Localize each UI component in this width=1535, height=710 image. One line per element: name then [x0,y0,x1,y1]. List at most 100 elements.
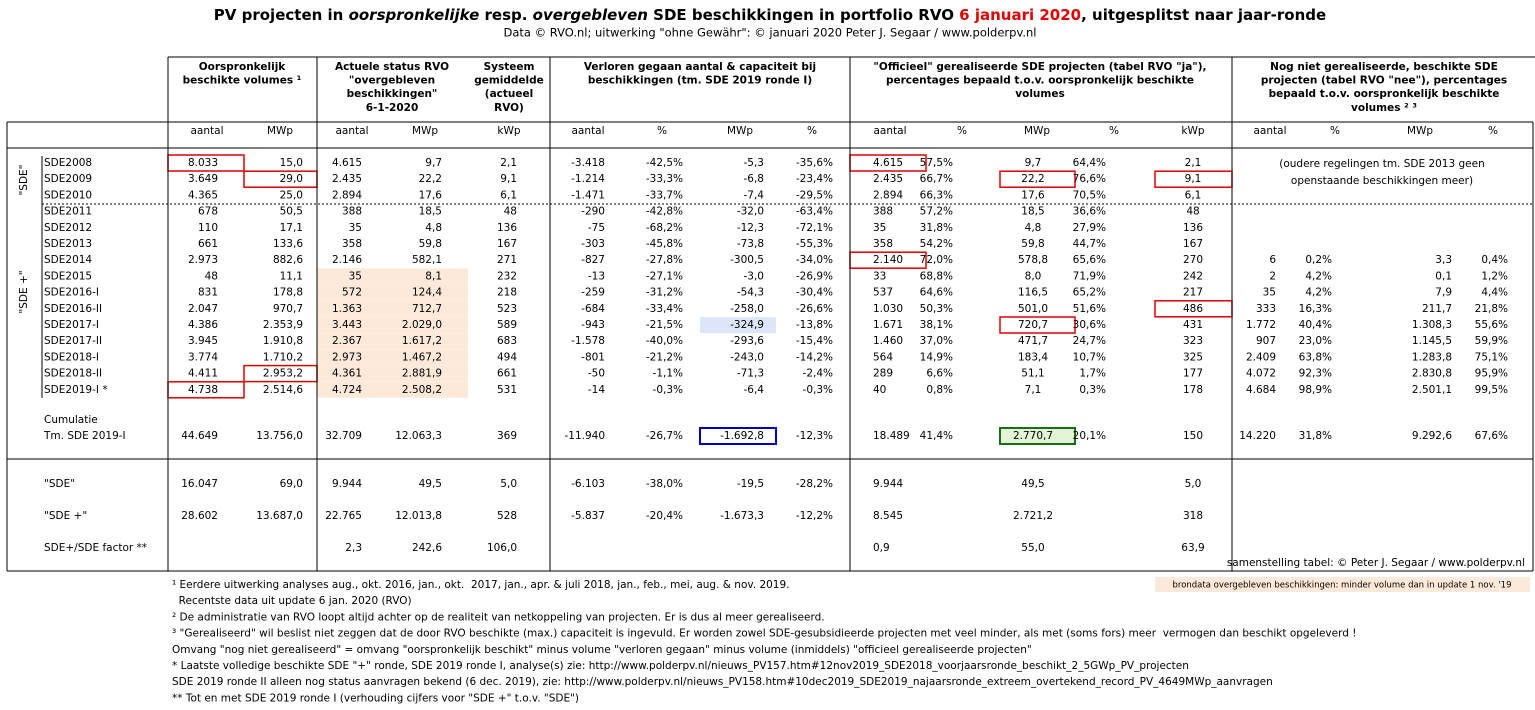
cell-text: 16.047 [181,478,218,490]
cell-text: 4,8 [1025,222,1042,234]
cell-text: 136 [497,222,517,234]
cell-text: 2,3 [345,542,362,554]
cell-text: 1.145,5 [1412,335,1452,347]
cell-text: 40,4% [1299,319,1332,331]
footnote: * Laatste volledige beschikte SDE "+" ro… [172,660,1189,672]
cell-text: 99,5% [1475,384,1508,396]
cell-highlight [392,300,468,317]
cell-text: 7,9 [1435,287,1452,299]
cell-text: -40,0% [646,335,683,347]
group-header: RVO) [494,102,524,114]
group-header: beschikkingen" [347,88,438,100]
cell-text: 67,6% [1475,430,1508,442]
row-label: Cumulatie [44,414,98,426]
cell-text: 95,9% [1475,368,1508,380]
title-part: overgebleven [533,6,648,24]
cell-text: 270 [1183,254,1203,266]
source-note-box [1155,577,1530,592]
cell-text: 369 [497,430,517,442]
cell-text: -63,4% [796,206,833,218]
cell-text: 50,3% [920,303,953,315]
cell-text: -54,3 [737,287,764,299]
cell-text: 2.508,2 [402,384,442,396]
footnote: SDE 2019 ronde II alleen nog status aanv… [172,676,1273,688]
cell-text: -6,8 [744,173,765,185]
group-header: Oorspronkelijk [199,61,287,73]
cell-text: -11.940 [564,430,605,442]
cell-text: 18.489 [873,430,910,442]
cell-highlight [392,268,468,285]
cell-text: 578,8 [1018,254,1048,266]
cell-text: 1.710,2 [263,351,303,363]
cell-text: 48 [1186,206,1199,218]
cell-text: 16,3% [1299,303,1332,315]
cell-highlight [392,381,468,398]
cell-highlight [317,381,392,398]
cell-text: -14 [588,384,605,396]
cell-text: 2.409 [1246,351,1276,363]
cell-text: 8,1 [425,270,442,282]
cell-text: 133,6 [273,238,303,250]
cell-text: 17,6 [1021,189,1045,201]
cell-text: 9,7 [425,157,442,169]
group-header: volumes ² ³ [1351,102,1417,114]
cell-text: 59,9% [1475,335,1508,347]
cell-text: -259 [581,287,605,299]
cell-text: 0,9 [873,542,890,554]
cell-text: 572 [342,287,362,299]
cell-text: 3.945 [188,335,218,347]
cell-text: 831 [198,287,218,299]
cell-text: 970,7 [273,303,303,315]
cell-text: -684 [581,303,605,315]
cell-text: 183,4 [1018,351,1048,363]
cell-text: 50,5 [280,206,303,218]
cell-text: 1.283,8 [1412,351,1452,363]
cell-text: -26,7% [646,430,683,442]
cell-text: 8.545 [873,510,903,522]
column-header: aantal [1254,125,1287,137]
cell-text: 2.047 [188,303,218,315]
cell-text: -7,4 [744,189,765,201]
cell-highlight [392,365,468,382]
cell-text: 2.501,1 [1412,384,1452,396]
cell-text: -1.214 [571,173,605,185]
cell-text: 4,2% [1305,270,1332,282]
row-label: "SDE" [44,478,75,490]
column-header: aantal [572,125,605,137]
cell-text: -2,4% [803,368,833,380]
group-header: 6-1-2020 [366,102,419,114]
cell-text: -324,9 [730,319,764,331]
cell-text: 712,7 [412,303,442,315]
group-header: volumes [1015,88,1064,100]
cell-text: 4.386 [188,319,218,331]
group-header: gemiddelde [474,75,544,87]
cell-text: 471,7 [1018,335,1048,347]
cell-text: 2.953,2 [263,368,303,380]
cell-text: 70,5% [1073,189,1106,201]
cell-text: -21,2% [646,351,683,363]
cell-text: 0,4% [1481,254,1508,266]
cell-text: -300,5 [730,254,764,266]
cell-text: -28,2% [796,478,833,490]
note: (oudere regelingen tm. SDE 2013 geen [1279,158,1485,170]
group-header: beschikkingen (tm. SDE 2019 ronde I) [588,75,812,87]
cell-text: 75,1% [1475,351,1508,363]
cell-text: 8.033 [188,157,218,169]
cell-text: -6.103 [571,478,605,490]
cell-text: 14.220 [1239,430,1276,442]
cell-text: 22,2 [419,173,442,185]
cell-text: 14,9% [920,351,953,363]
cell-text: -20,4% [646,510,683,522]
cell-text: 71,9% [1073,270,1106,282]
cell-text: 49,5 [419,478,442,490]
cell-text: 3.443 [332,319,362,331]
footnote: ¹ Eerdere uitwerking analyses aug., okt.… [172,579,790,591]
cell-text: -12,2% [796,510,833,522]
cell-text: 98,9% [1299,384,1332,396]
cell-highlight [317,268,392,285]
group-header: bepaald t.o.v. oorspronkelijk beschikte [1269,88,1500,100]
cell-text: 720,7 [1018,319,1048,331]
row-label: SDE2016-II [44,303,102,315]
cell-text: 2.367 [332,335,362,347]
cell-text: -12,3 [737,222,764,234]
